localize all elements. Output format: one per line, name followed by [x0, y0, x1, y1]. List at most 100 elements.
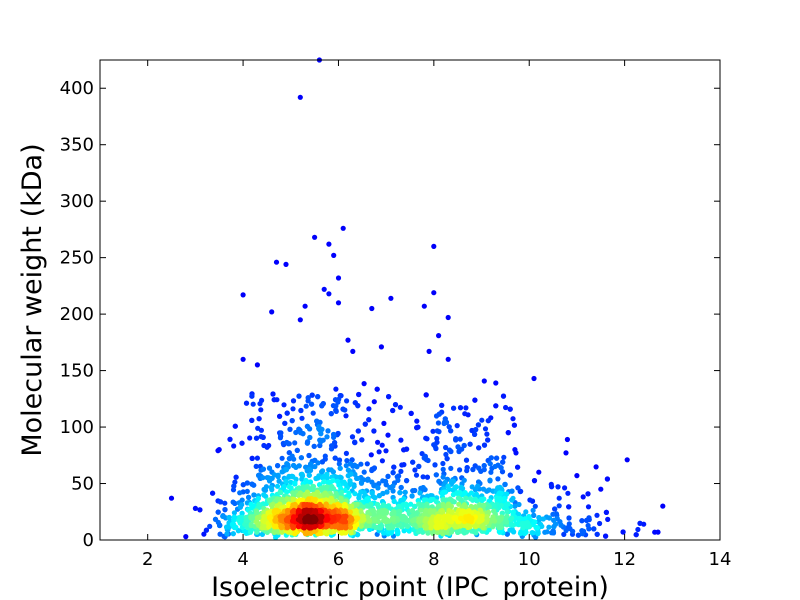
- data-point: [231, 510, 237, 516]
- data-point: [232, 423, 238, 429]
- data-point: [352, 439, 358, 445]
- x-tick-label: 4: [237, 549, 248, 570]
- data-point: [298, 455, 304, 461]
- data-point: [448, 519, 454, 525]
- data-point: [310, 483, 317, 490]
- data-point: [485, 503, 491, 510]
- data-point: [302, 303, 308, 309]
- data-point: [374, 501, 381, 508]
- data-point: [520, 525, 526, 531]
- data-point: [463, 514, 469, 521]
- data-point: [481, 502, 487, 508]
- data-point: [253, 463, 259, 469]
- data-point: [487, 461, 493, 467]
- data-point: [479, 513, 485, 520]
- data-point: [311, 443, 317, 449]
- data-point: [355, 428, 361, 434]
- data-point: [310, 410, 316, 416]
- data-point: [398, 468, 404, 474]
- data-point: [462, 490, 468, 496]
- data-point: [433, 445, 439, 452]
- data-point: [297, 94, 303, 100]
- data-point: [312, 234, 318, 240]
- data-point: [271, 397, 277, 403]
- data-point: [258, 427, 264, 433]
- data-point: [288, 479, 294, 485]
- data-point: [522, 516, 528, 522]
- data-point: [457, 436, 463, 442]
- data-point: [440, 460, 446, 467]
- data-point: [597, 520, 603, 527]
- data-point: [537, 516, 543, 522]
- data-point: [240, 292, 246, 298]
- data-point: [495, 476, 501, 482]
- data-point: [254, 455, 260, 461]
- data-point: [309, 392, 315, 398]
- data-point: [256, 416, 262, 422]
- data-point: [366, 518, 372, 524]
- data-point: [591, 526, 597, 532]
- data-point: [385, 525, 391, 531]
- data-point: [472, 431, 478, 437]
- data-point: [325, 428, 331, 434]
- data-point: [356, 391, 362, 398]
- data-point: [507, 406, 513, 412]
- data-point: [481, 378, 487, 384]
- data-point: [260, 475, 266, 481]
- data-point: [354, 515, 360, 521]
- data-point: [283, 479, 289, 485]
- data-point: [550, 530, 557, 536]
- data-point: [329, 517, 335, 524]
- data-point: [563, 527, 569, 534]
- data-point: [354, 464, 360, 470]
- data-point: [273, 259, 280, 265]
- data-point: [593, 464, 599, 470]
- data-point: [283, 467, 289, 473]
- data-point: [337, 465, 343, 471]
- data-point: [226, 514, 232, 521]
- data-point: [348, 503, 355, 509]
- data-point: [531, 512, 537, 519]
- data-point: [379, 458, 385, 464]
- data-point: [574, 473, 580, 479]
- data-point: [463, 529, 469, 535]
- data-point: [462, 411, 468, 417]
- data-point: [207, 523, 213, 530]
- data-point: [355, 403, 361, 409]
- data-point: [412, 467, 418, 473]
- data-point: [270, 391, 276, 397]
- data-point: [475, 483, 481, 489]
- data-point: [383, 448, 389, 454]
- data-point: [288, 485, 294, 491]
- y-axis-label: Molecular weight (kDa): [17, 143, 48, 456]
- data-point: [326, 467, 332, 473]
- data-point: [523, 529, 529, 535]
- data-point: [513, 450, 519, 456]
- x-tick-label: 8: [428, 549, 439, 570]
- data-point: [409, 508, 415, 514]
- y-axis-ticks: 0 50 100 150 200 250 300 350 400: [60, 78, 720, 551]
- data-point: [436, 503, 442, 509]
- data-point: [529, 530, 535, 536]
- data-point: [309, 401, 315, 407]
- data-point: [347, 509, 353, 515]
- data-point: [392, 402, 399, 408]
- data-point: [247, 435, 253, 441]
- data-point: [455, 444, 461, 450]
- data-point: [282, 420, 288, 426]
- data-point: [350, 348, 356, 354]
- data-point: [289, 453, 295, 459]
- data-point: [424, 474, 430, 480]
- data-point: [344, 398, 350, 404]
- data-point: [637, 520, 643, 526]
- data-point: [455, 495, 461, 501]
- data-point: [318, 431, 324, 437]
- data-point: [259, 531, 265, 537]
- data-point: [333, 403, 339, 409]
- data-point: [540, 516, 546, 522]
- data-point: [556, 495, 562, 501]
- data-point: [293, 464, 299, 470]
- data-point: [351, 483, 357, 489]
- data-point: [397, 404, 403, 410]
